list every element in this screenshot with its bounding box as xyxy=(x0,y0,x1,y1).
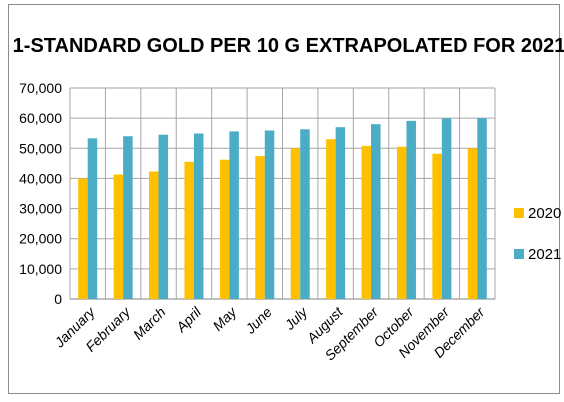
y-tick-label: 40,000 xyxy=(19,170,62,186)
legend: 2020 2021 xyxy=(514,205,561,263)
gridlines xyxy=(69,87,496,300)
bar-2020-august xyxy=(326,139,336,299)
bar-2021-september xyxy=(371,124,381,300)
y-tick-label: 20,000 xyxy=(19,231,62,247)
bar-2020-june xyxy=(255,156,265,299)
y-tick-label: 50,000 xyxy=(19,140,62,156)
bar-2020-october xyxy=(396,146,407,299)
y-axis-ticks: 0 10,000 20,000 30,000 40,000 50,000 60,000 70,… xyxy=(19,80,62,307)
x-category-label: June xyxy=(241,304,275,338)
y-tick-label: 0 xyxy=(54,291,62,307)
bar-2021-april xyxy=(193,133,204,299)
bar-2021-october xyxy=(406,120,416,299)
bar-2021-july xyxy=(300,129,310,299)
y-tick-label: 60,000 xyxy=(19,110,62,126)
bar-2020-may xyxy=(219,159,230,299)
bar-2021-may xyxy=(229,131,239,299)
bar-2021-june xyxy=(264,130,275,299)
bar-2020-november xyxy=(432,153,442,299)
bar-2021-february xyxy=(123,136,133,299)
bar-2020-september xyxy=(361,145,372,299)
bar-2020-february xyxy=(113,174,124,299)
y-tick-label: 70,000 xyxy=(19,80,62,96)
x-category-label: May xyxy=(209,303,240,334)
x-category-label: April xyxy=(172,303,204,335)
bar-2021-august xyxy=(335,127,346,299)
bar-2020-july xyxy=(290,148,301,299)
y-tick-label: 30,000 xyxy=(19,201,62,217)
bar-2021-january xyxy=(87,138,98,299)
bar-2021-november xyxy=(441,118,452,300)
x-category-label: March xyxy=(130,304,169,343)
bar-2021-december xyxy=(477,118,487,300)
chart-title: 1-STANDARD GOLD PER 10 G EXTRAPOLATED FO… xyxy=(13,35,564,57)
bar-2020-december xyxy=(467,148,478,299)
legend-swatch-2021 xyxy=(514,249,524,259)
bars xyxy=(78,118,487,300)
bar-2020-april xyxy=(184,161,194,299)
bar-2020-march xyxy=(149,171,159,299)
bar-2020-january xyxy=(78,178,88,299)
legend-label-2020: 2020 xyxy=(528,205,561,222)
legend-swatch-2020 xyxy=(514,208,524,218)
legend-label-2021: 2021 xyxy=(528,246,561,263)
bar-2021-march xyxy=(158,134,169,299)
y-tick-label: 10,000 xyxy=(19,261,62,277)
x-category-label: July xyxy=(281,303,311,333)
